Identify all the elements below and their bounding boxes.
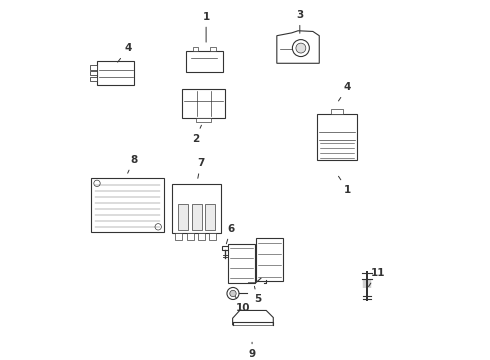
Bar (210, 47, 216, 51)
Bar (331, 109, 343, 114)
Bar (196, 118, 211, 122)
Polygon shape (277, 31, 319, 63)
Bar (256, 238, 283, 281)
Text: 1: 1 (202, 12, 210, 42)
Bar (178, 204, 188, 230)
Bar (205, 204, 215, 230)
Bar (209, 233, 217, 240)
Text: 9: 9 (248, 342, 256, 359)
Bar (91, 178, 164, 233)
Bar (90, 66, 98, 69)
Bar (228, 244, 255, 283)
Circle shape (293, 40, 309, 57)
Bar (192, 204, 201, 230)
Bar (198, 233, 205, 240)
Circle shape (296, 43, 306, 53)
Bar (90, 77, 98, 81)
Bar (182, 89, 225, 118)
Text: 10: 10 (235, 297, 250, 313)
Bar (90, 71, 98, 75)
Text: 8: 8 (128, 155, 137, 173)
Text: 6: 6 (226, 224, 235, 244)
Bar (317, 114, 357, 160)
Circle shape (230, 290, 236, 297)
Circle shape (94, 180, 100, 186)
Bar (221, 246, 229, 249)
Bar (187, 233, 194, 240)
Text: 3: 3 (296, 10, 303, 33)
Text: 5: 5 (254, 286, 261, 305)
Circle shape (155, 224, 161, 230)
Bar (193, 47, 198, 51)
Text: 4: 4 (118, 44, 132, 62)
Text: 2: 2 (192, 125, 201, 144)
Text: 4: 4 (339, 82, 351, 101)
Text: 11: 11 (368, 268, 385, 287)
Bar (98, 61, 134, 85)
Circle shape (227, 288, 239, 300)
Bar (186, 51, 223, 72)
Bar (172, 184, 221, 233)
Bar (175, 233, 182, 240)
Text: 7: 7 (197, 158, 204, 178)
Text: 1: 1 (339, 176, 351, 195)
